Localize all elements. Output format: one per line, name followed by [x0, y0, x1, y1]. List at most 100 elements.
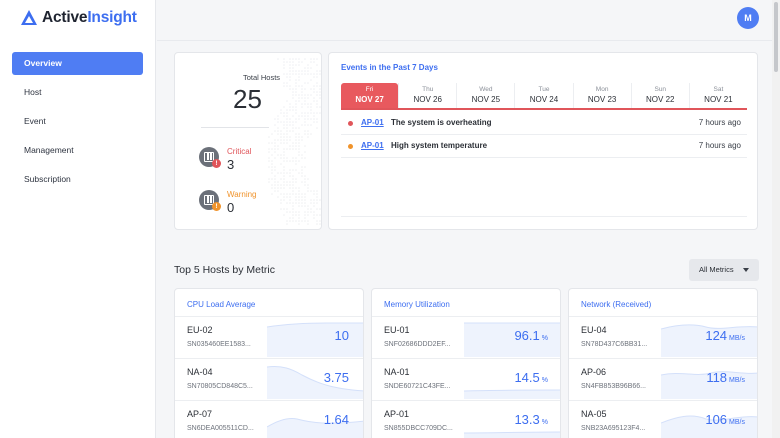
metric-filter-value: All Metrics	[699, 265, 734, 274]
scrollbar-track[interactable]	[772, 0, 780, 438]
event-message: The system is overheating	[391, 118, 492, 127]
warning-dot-icon	[348, 144, 353, 149]
sparkline	[267, 418, 363, 438]
sidebar-item-management[interactable]: Management	[24, 145, 74, 155]
critical-dot-icon	[348, 121, 353, 126]
day-date: NOV 23	[587, 95, 617, 104]
metric-row[interactable]: NA-05 SNB23A695123F4... 106 MB/s	[569, 401, 757, 438]
sparkline	[267, 366, 363, 399]
event-time: 7 hours ago	[698, 118, 741, 127]
sparkline	[464, 322, 560, 357]
event-time: 7 hours ago	[698, 141, 741, 150]
metric-serial: SN035460EE1583...	[187, 341, 251, 348]
metric-row[interactable]: NA-01 SNDE60721C43FE... 14.5%	[372, 359, 560, 401]
event-row[interactable]: AP-01 High system temperature 7 hours ag…	[341, 135, 747, 158]
metric-host: NA-04	[187, 367, 213, 377]
day-tab-sun[interactable]: Sun NOV 22	[630, 83, 689, 108]
metric-host: EU-02	[187, 325, 213, 335]
events-title: Events in the Past 7 Days	[341, 63, 438, 72]
sparkline	[267, 322, 363, 357]
warning-count: 0	[227, 200, 235, 215]
sparkline	[661, 371, 757, 399]
sparkline	[661, 415, 757, 438]
metric-divider	[372, 316, 560, 317]
metric-row[interactable]: EU-04 SN78D437C6BB31... 124 MB/s	[569, 317, 757, 359]
metric-host: NA-05	[581, 409, 607, 419]
sparkline	[464, 431, 560, 438]
day-of-week: Wed	[479, 86, 493, 93]
day-date: NOV 22	[646, 95, 675, 104]
metric-card-network: Network (Received) EU-04 SN78D437C6BB31.…	[568, 288, 758, 438]
metric-title: Memory Utilization	[384, 300, 450, 309]
day-of-week: Tue	[538, 86, 550, 93]
events-card: Events in the Past 7 Days Fri NOV 27 Thu…	[328, 52, 758, 230]
header-divider	[157, 40, 780, 41]
critical-count: 3	[227, 157, 235, 172]
metric-host: EU-04	[581, 325, 607, 335]
metric-host: AP-07	[187, 409, 213, 419]
day-tab-fri[interactable]: Fri NOV 27	[341, 83, 399, 108]
metric-serial: SN855DBCC709DC...	[384, 425, 453, 432]
sidebar-item-overview[interactable]: Overview	[12, 52, 143, 75]
caret-down-icon	[743, 268, 749, 272]
sidebar-item-event[interactable]: Event	[24, 116, 46, 126]
metric-row[interactable]: EU-01 SNF02686DDD2EF... 96.1%	[372, 317, 560, 359]
metric-title: CPU Load Average	[187, 300, 256, 309]
metric-value: 13.3%	[514, 412, 548, 427]
metric-serial: SN4FB853B96B66...	[581, 383, 646, 390]
day-of-week: Sat	[713, 86, 724, 93]
metric-serial: SN6DEA005511CD...	[187, 425, 254, 432]
day-tab-thu[interactable]: Thu NOV 26	[398, 83, 456, 108]
sidebar-item-host[interactable]: Host	[24, 87, 42, 97]
metric-card-cpu: CPU Load Average EU-02 SN035460EE1583...…	[174, 288, 364, 438]
day-date: NOV 24	[529, 95, 559, 104]
metric-row[interactable]: AP-01 SN855DBCC709DC... 13.3%	[372, 401, 560, 438]
summary-divider	[201, 127, 269, 128]
metric-value: 3.75	[323, 370, 349, 385]
day-date: NOV 21	[704, 95, 733, 104]
warning-alert-icon: !	[212, 202, 221, 211]
sidebar-nav: Overview Host Event Management Subscript…	[12, 52, 143, 197]
metric-row[interactable]: AP-07 SN6DEA005511CD... 1.64	[175, 401, 363, 438]
metric-value: 96.1%	[514, 328, 548, 343]
metric-serial: SNDE60721C43FE...	[384, 383, 451, 390]
event-message: High system temperature	[391, 141, 488, 150]
sparkline	[464, 389, 560, 399]
sidebar-item-subscription[interactable]: Subscription	[24, 174, 71, 184]
day-of-week: Mon	[595, 86, 609, 93]
scrollbar-thumb[interactable]	[774, 2, 778, 72]
metric-row[interactable]: NA-04 SN70805CD848C5... 3.75	[175, 359, 363, 401]
warning-label: Warning	[227, 190, 257, 199]
metric-value: 124 MB/s	[705, 328, 745, 343]
event-host-link[interactable]: AP-01	[361, 118, 384, 127]
metric-card-memory: Memory Utilization EU-01 SNF02686DDD2EF.…	[371, 288, 561, 438]
critical-alert-icon: !	[212, 159, 221, 168]
user-avatar[interactable]: M	[737, 7, 759, 29]
top-hosts-title: Top 5 Hosts by Metric	[174, 264, 275, 276]
day-of-week: Thu	[422, 86, 434, 93]
metric-host: EU-01	[384, 325, 410, 335]
day-tab-wed[interactable]: Wed NOV 25	[456, 83, 514, 108]
metric-serial: SNB23A695123F4...	[581, 425, 646, 432]
metric-row[interactable]: AP-06 SN4FB853B96B66... 118 MB/s	[569, 359, 757, 401]
host-summary-card: Total Hosts 25 ! Critical 3 ! Warning 0	[174, 52, 322, 230]
event-host-link[interactable]: AP-01	[361, 141, 384, 150]
metric-value: 10	[334, 328, 349, 343]
day-tab-mon[interactable]: Mon NOV 23	[572, 83, 631, 108]
critical-label: Critical	[227, 147, 252, 156]
app-name: ActiveInsight	[42, 9, 137, 26]
events-footer-divider	[341, 216, 747, 217]
metric-host: NA-01	[384, 367, 410, 377]
app-logo[interactable]: ActiveInsight	[20, 9, 137, 27]
metric-filter-dropdown[interactable]: All Metrics	[689, 259, 759, 281]
day-tab-tue[interactable]: Tue NOV 24	[514, 83, 572, 108]
day-of-week: Fri	[365, 86, 374, 93]
event-row[interactable]: AP-01 The system is overheating 7 hours …	[341, 112, 747, 135]
metric-host: AP-01	[384, 409, 410, 419]
metric-value: 106 MB/s	[705, 412, 745, 427]
day-tab-sat[interactable]: Sat NOV 21	[688, 83, 747, 108]
day-date: NOV 27	[355, 95, 384, 104]
day-date: NOV 25	[471, 95, 501, 104]
metric-host: AP-06	[581, 367, 607, 377]
metric-row[interactable]: EU-02 SN035460EE1583... 10	[175, 317, 363, 359]
